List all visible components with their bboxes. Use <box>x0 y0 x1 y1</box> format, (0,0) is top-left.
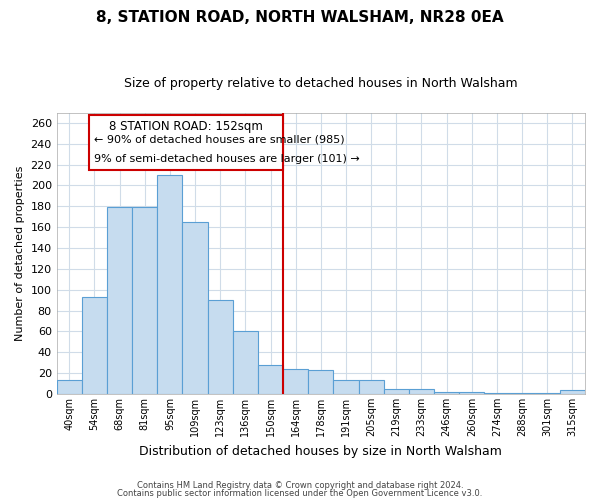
Bar <box>459 392 484 394</box>
Y-axis label: Number of detached properties: Number of detached properties <box>15 166 25 341</box>
Text: ← 90% of detached houses are smaller (985): ← 90% of detached houses are smaller (98… <box>94 134 345 144</box>
Bar <box>509 393 535 394</box>
Bar <box>484 393 509 394</box>
Text: 9% of semi-detached houses are larger (101) →: 9% of semi-detached houses are larger (1… <box>94 154 360 164</box>
Title: Size of property relative to detached houses in North Walsham: Size of property relative to detached ho… <box>124 78 518 90</box>
Bar <box>283 369 308 394</box>
Bar <box>308 370 334 394</box>
Bar <box>89 114 283 170</box>
Bar <box>409 389 434 394</box>
Bar <box>535 393 560 394</box>
Bar <box>56 380 82 394</box>
Bar <box>233 332 258 394</box>
Bar <box>82 297 107 394</box>
Text: Contains HM Land Registry data © Crown copyright and database right 2024.: Contains HM Land Registry data © Crown c… <box>137 481 463 490</box>
Bar <box>434 392 459 394</box>
Bar <box>132 208 157 394</box>
Bar <box>384 389 409 394</box>
Bar <box>560 390 585 394</box>
Text: 8, STATION ROAD, NORTH WALSHAM, NR28 0EA: 8, STATION ROAD, NORTH WALSHAM, NR28 0EA <box>96 10 504 25</box>
Bar <box>208 300 233 394</box>
Text: Contains public sector information licensed under the Open Government Licence v3: Contains public sector information licen… <box>118 488 482 498</box>
Bar <box>334 380 359 394</box>
Bar <box>359 380 384 394</box>
X-axis label: Distribution of detached houses by size in North Walsham: Distribution of detached houses by size … <box>139 444 502 458</box>
Text: 8 STATION ROAD: 152sqm: 8 STATION ROAD: 152sqm <box>109 120 263 133</box>
Bar <box>157 175 182 394</box>
Bar <box>258 365 283 394</box>
Bar <box>182 222 208 394</box>
Bar <box>107 208 132 394</box>
